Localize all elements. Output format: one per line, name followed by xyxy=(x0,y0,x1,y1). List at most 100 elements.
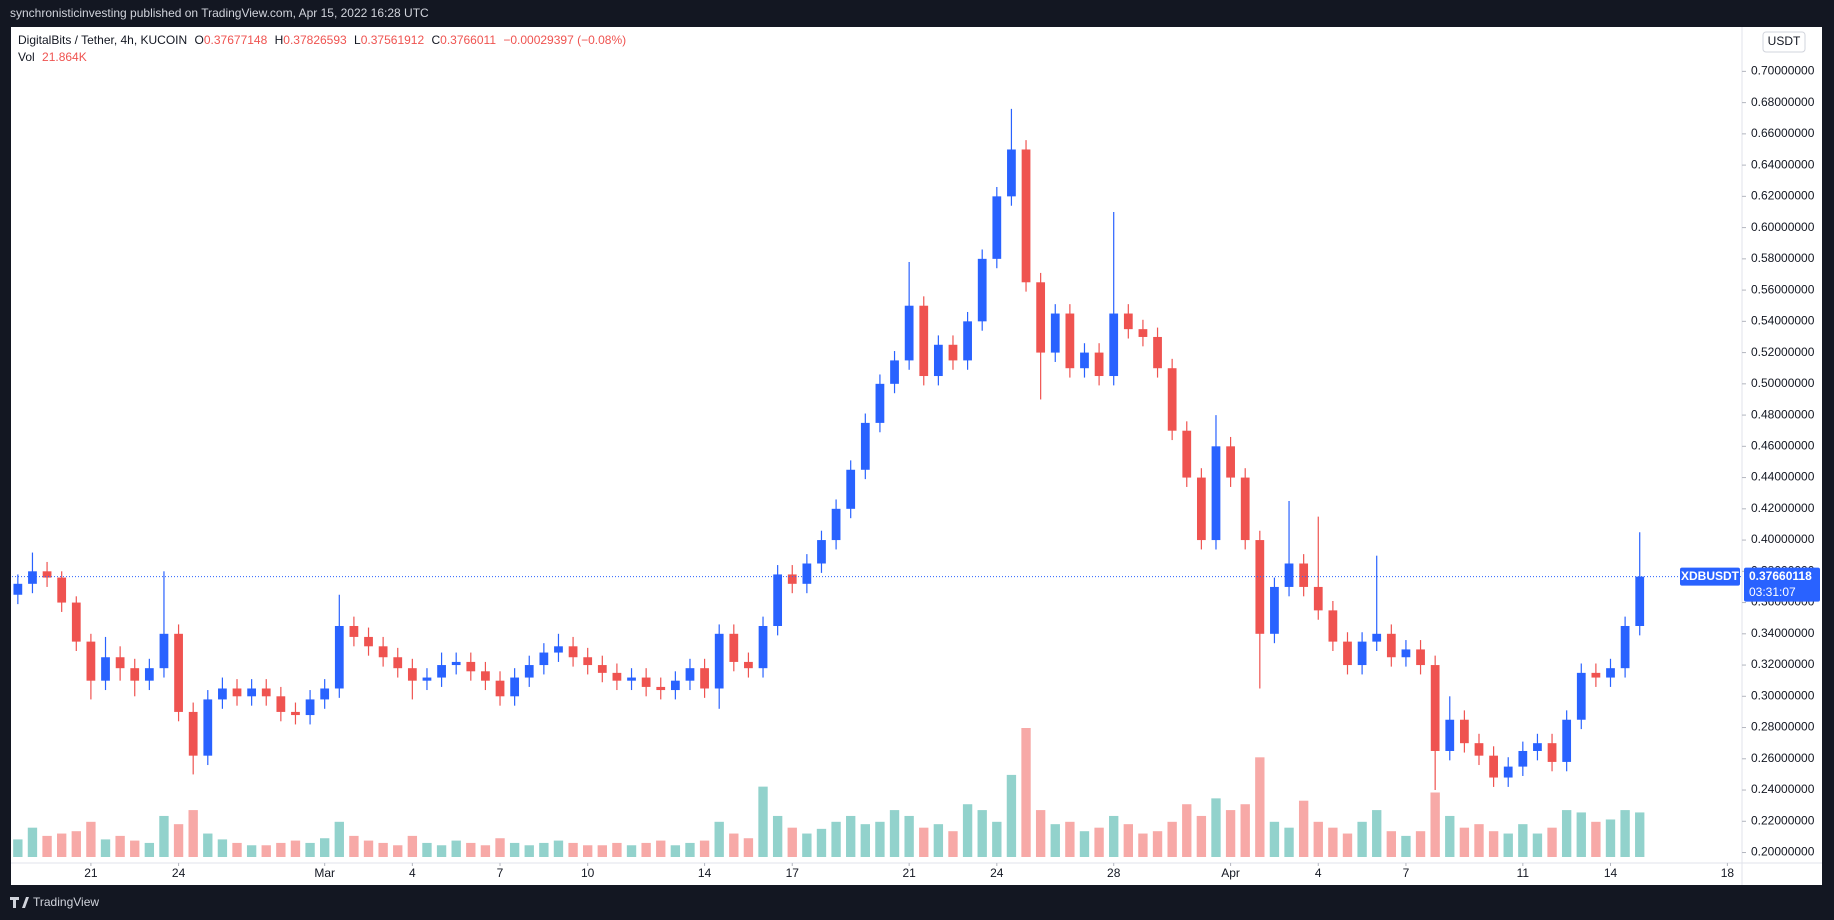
candle-body xyxy=(364,636,373,647)
volume-bar xyxy=(27,827,38,857)
volume-bar xyxy=(378,842,388,857)
candle-body xyxy=(875,383,885,423)
volume-bar xyxy=(1182,804,1192,857)
candle-body xyxy=(247,688,257,697)
candle-body xyxy=(919,305,929,377)
volume-bar xyxy=(276,842,286,857)
candle-body xyxy=(218,688,227,700)
volume-bar xyxy=(393,845,403,857)
y-tick-label: 0.58000000 xyxy=(1751,251,1815,265)
legend-symbol: DigitalBits / Tether, 4h, KUCOIN xyxy=(18,33,187,47)
volume-bar xyxy=(203,833,213,857)
volume-bar xyxy=(320,838,330,857)
volume-bar xyxy=(1152,831,1163,857)
volume-bar xyxy=(1109,815,1119,857)
candle-body xyxy=(232,688,242,697)
volume-bar xyxy=(349,835,359,857)
x-tick-label: 18 xyxy=(1721,866,1735,880)
candle-body xyxy=(1080,352,1089,369)
volume-bar xyxy=(685,842,695,857)
y-tick-label: 0.52000000 xyxy=(1751,345,1815,359)
candle-body xyxy=(817,540,826,564)
volume-bar xyxy=(1065,821,1075,857)
volume-bar xyxy=(802,833,812,857)
volume-bar xyxy=(919,827,929,857)
volume-bar xyxy=(1167,821,1177,857)
y-tick-label: 0.20000000 xyxy=(1751,845,1815,859)
volume-bar xyxy=(173,824,184,857)
currency-box[interactable] xyxy=(1762,31,1806,53)
volume-bar xyxy=(466,842,476,857)
volume-bar xyxy=(57,833,67,857)
volume-bar xyxy=(1269,821,1280,857)
y-tick-label: 0.60000000 xyxy=(1751,220,1815,234)
volume-bar xyxy=(1547,827,1557,857)
y-tick-label: 0.34000000 xyxy=(1751,626,1815,640)
candle-body xyxy=(933,344,943,377)
volume-bar xyxy=(1605,819,1616,857)
y-tick-label: 0.70000000 xyxy=(1751,64,1815,78)
volume-bar xyxy=(1445,815,1455,857)
legend-key: L xyxy=(354,33,361,47)
volume-bar xyxy=(246,845,257,857)
candle-body xyxy=(510,677,520,697)
volume-bar xyxy=(743,838,754,857)
x-tick-label: 24 xyxy=(172,866,186,880)
volume-bar xyxy=(831,821,841,857)
volume-bar xyxy=(232,842,242,857)
candle-body xyxy=(1518,750,1528,767)
currency[interactable]: USDT xyxy=(1768,34,1801,48)
volume-bar xyxy=(422,842,432,857)
volume-bar xyxy=(1532,833,1543,857)
volume-bar xyxy=(42,835,52,857)
volume-bar xyxy=(509,842,520,857)
candle-body xyxy=(890,360,899,384)
volume-bar xyxy=(217,839,228,857)
candle-body xyxy=(1328,610,1338,642)
candle-body xyxy=(1240,477,1250,541)
x-tick-label: Mar xyxy=(314,866,335,880)
x-tick-label: 7 xyxy=(1403,866,1410,880)
volume-bar xyxy=(539,842,549,857)
volume-bar xyxy=(524,845,534,857)
candle-body xyxy=(948,344,958,361)
candle-body xyxy=(1123,313,1133,330)
legend: DigitalBits / Tether, 4h, KUCOIN O0.3767… xyxy=(18,33,626,47)
candle-body xyxy=(86,641,96,681)
candle-body xyxy=(773,574,783,626)
candle-body xyxy=(115,657,125,669)
y-tick-label: 0.22000000 xyxy=(1751,813,1815,827)
logo-mark xyxy=(10,897,29,908)
y-tick-label: 0.50000000 xyxy=(1751,376,1815,390)
legend-key: C xyxy=(431,33,440,47)
volume-bar xyxy=(816,828,827,857)
volume-bar xyxy=(772,815,783,857)
candle-body xyxy=(305,699,315,716)
x-tick-label: 28 xyxy=(1107,866,1121,880)
candle-body xyxy=(437,665,446,678)
candle-body xyxy=(1401,649,1411,658)
candle-body xyxy=(583,657,593,666)
volume-bar xyxy=(948,831,958,857)
candle-body xyxy=(1620,625,1630,669)
candle-body xyxy=(393,657,403,669)
y-tick-label: 0.28000000 xyxy=(1751,720,1815,734)
candle-body xyxy=(1430,665,1440,751)
candle-body xyxy=(349,625,359,637)
candle-body xyxy=(261,688,271,697)
volume-bar xyxy=(1123,824,1133,857)
x-tick-label: 14 xyxy=(698,866,712,880)
candle-body xyxy=(101,657,110,681)
volume-bar xyxy=(1401,835,1411,857)
candle-body xyxy=(1196,477,1206,541)
candle-body xyxy=(670,680,680,691)
candle-body xyxy=(787,574,797,584)
volume-bar xyxy=(1035,810,1046,857)
candle-body xyxy=(568,646,578,658)
volume-bar xyxy=(1255,757,1265,857)
candle-body xyxy=(203,699,213,756)
volume-bar xyxy=(261,845,271,857)
candle-body xyxy=(1270,586,1279,634)
volume-bar xyxy=(495,838,505,857)
candle-body xyxy=(524,665,534,678)
